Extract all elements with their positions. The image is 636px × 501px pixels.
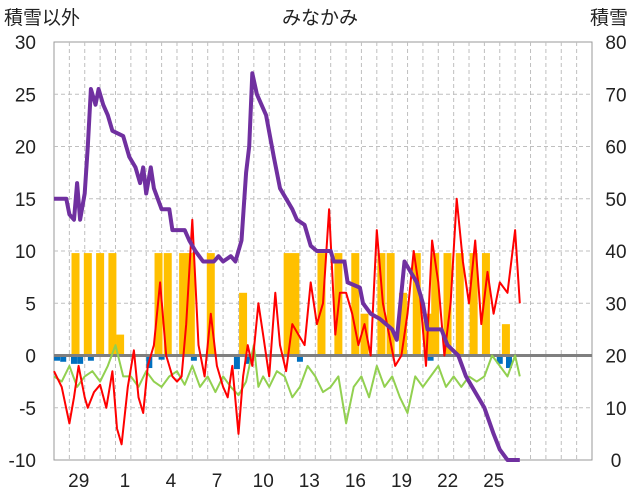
precip-bar <box>501 324 510 356</box>
right-axis-title: 積雪 <box>590 7 628 29</box>
right-tick-label: 10 <box>605 399 626 420</box>
precip-bar <box>179 253 188 356</box>
right-tick-label: 80 <box>605 33 626 54</box>
right-tick-label: 30 <box>605 294 626 315</box>
x-tick-label: 29 <box>68 471 89 492</box>
wind-bar <box>87 355 94 361</box>
left-axis-ticks: 30 25 20 15 10 5 0 -5 -10 <box>9 33 36 472</box>
wind-bar <box>77 355 84 364</box>
precip-bar <box>317 253 326 356</box>
right-tick-label: 20 <box>605 347 626 368</box>
precip-bar <box>443 253 452 356</box>
left-tick-label: 25 <box>15 85 36 106</box>
precip-bar <box>206 253 215 356</box>
left-tick-label: 30 <box>15 33 36 54</box>
x-tick-label: 22 <box>437 471 458 492</box>
precip-bar <box>431 253 440 356</box>
right-axis-ticks: 80 70 60 50 40 30 20 10 0 <box>605 33 626 472</box>
right-tick-label: 40 <box>605 242 626 263</box>
left-tick-label: -10 <box>9 451 36 472</box>
wind-bar <box>496 355 503 364</box>
precip-bar <box>377 253 386 356</box>
left-tick-label: 15 <box>15 190 36 211</box>
precip-bar <box>412 253 421 356</box>
precip-bar <box>108 253 117 356</box>
x-tick-label: 7 <box>212 471 223 492</box>
precip-bar <box>351 253 360 356</box>
precip-bar <box>386 253 395 356</box>
wind-bar <box>70 355 77 364</box>
precip-bar <box>116 334 125 356</box>
precip-bar <box>96 253 105 356</box>
chart-title: みなかみ <box>282 8 358 29</box>
x-tick-label: 10 <box>253 471 274 492</box>
precip-bar <box>455 253 464 356</box>
precip-bar <box>163 253 172 356</box>
wind-bar <box>190 355 197 361</box>
wind-bar <box>427 355 434 361</box>
precip-bar <box>239 292 248 356</box>
right-tick-label: 50 <box>605 190 626 211</box>
precip-bar <box>71 253 80 356</box>
x-tick-label: 16 <box>345 471 366 492</box>
precip-bar <box>360 313 369 356</box>
wind-bar <box>60 355 67 362</box>
precip-bar <box>283 253 292 356</box>
right-tick-label: 70 <box>605 85 626 106</box>
wind-bar <box>54 355 61 361</box>
left-tick-label: 10 <box>15 242 36 263</box>
left-tick-label: 20 <box>15 138 36 159</box>
precip-bar <box>291 253 300 356</box>
precip-bar <box>398 292 407 356</box>
precip-bar <box>469 253 478 356</box>
series-line-snow_depth <box>54 71 520 462</box>
x-tick-label: 25 <box>483 471 504 492</box>
precip-bar <box>481 253 490 356</box>
wind-bar <box>505 355 512 369</box>
series-line-temp_max <box>53 197 521 446</box>
x-tick-label: 19 <box>391 471 412 492</box>
left-tick-label: 5 <box>25 294 36 315</box>
wind-bar <box>296 355 303 362</box>
series-line-temp_min <box>53 344 521 425</box>
x-tick-label: 1 <box>120 471 131 492</box>
left-tick-label: -5 <box>19 399 36 420</box>
left-tick-label: 0 <box>25 347 36 368</box>
x-axis-ticks: 29 1 4 7 10 13 16 19 22 25 <box>68 471 504 492</box>
precip-bar <box>186 253 195 356</box>
x-tick-label: 4 <box>166 471 177 492</box>
series-lines <box>53 71 521 462</box>
precip-bar <box>83 253 92 356</box>
left-axis-title: 積雪以外 <box>4 7 80 29</box>
wind-bar <box>158 355 165 360</box>
wind-bar <box>233 355 240 370</box>
right-tick-label: 60 <box>605 138 626 159</box>
x-tick-label: 13 <box>299 471 320 492</box>
wind-bar <box>244 355 251 364</box>
right-tick-label: 0 <box>611 451 622 472</box>
